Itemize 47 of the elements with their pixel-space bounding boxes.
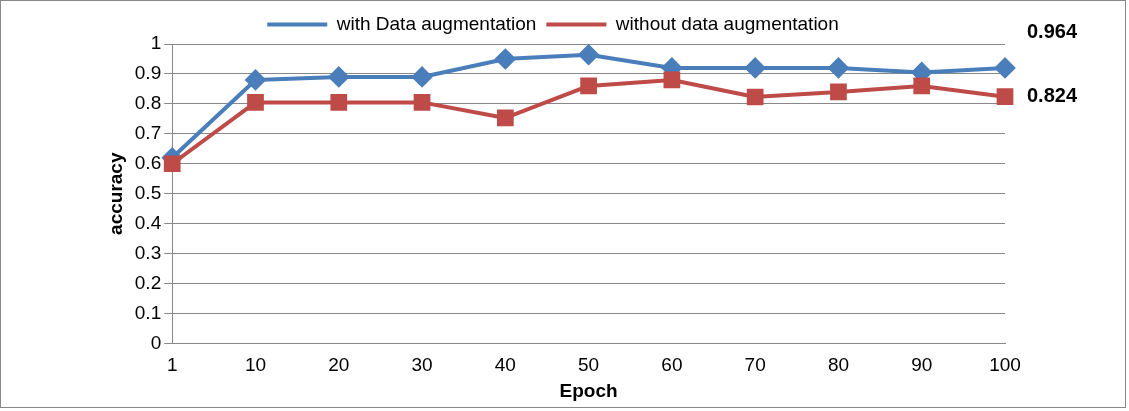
x-tick-label: 100 — [989, 354, 1021, 376]
y-tick-label: 0.9 — [134, 62, 162, 84]
point — [163, 155, 181, 173]
y-tick-label: 0.3 — [134, 241, 162, 263]
legend-label: without data augmentation — [614, 12, 839, 34]
x-tick-label: 70 — [744, 354, 766, 376]
y-axis-title: accuracy — [104, 152, 126, 235]
y-tick-label: 0.7 — [134, 122, 162, 144]
y-tick-label: 0 — [150, 331, 162, 353]
y-tick-label: 1 — [150, 32, 162, 54]
y-tick-label: 0.2 — [134, 271, 162, 293]
x-tick-label: 10 — [244, 354, 267, 376]
point — [413, 94, 431, 111]
y-tick-label: 0.8 — [134, 92, 162, 114]
x-tick-label: 20 — [328, 354, 350, 376]
point — [412, 66, 433, 87]
point — [495, 48, 516, 69]
point — [830, 83, 847, 101]
point — [580, 77, 597, 95]
point — [745, 57, 766, 78]
x-tick-label: 60 — [661, 354, 683, 376]
y-tick-label: 0.1 — [134, 301, 162, 323]
point — [995, 57, 1015, 78]
point — [663, 71, 681, 89]
y-tick-label: 0.5 — [134, 181, 162, 203]
x-tick-label: 90 — [911, 354, 933, 376]
point — [578, 44, 599, 65]
point — [996, 88, 1014, 106]
legend-label: with Data augmentation — [335, 12, 537, 34]
text: 0.824 — [1027, 84, 1078, 107]
y-tick-label: 0.6 — [134, 151, 162, 173]
y-tick-label: 0.4 — [134, 211, 162, 233]
x-tick-label: 80 — [827, 354, 850, 376]
x-tick-label: 30 — [411, 354, 433, 376]
x-tick-label: 50 — [578, 354, 600, 376]
point — [245, 69, 266, 90]
point — [746, 88, 764, 106]
point — [328, 66, 349, 87]
x-tick-label: 1 — [166, 354, 178, 376]
x-axis-title: Epoch — [559, 379, 618, 401]
point — [496, 109, 514, 127]
x-tick-label: 40 — [494, 354, 516, 376]
point — [913, 77, 931, 95]
point — [828, 57, 849, 78]
point — [247, 94, 264, 111]
text: 0.964 — [1027, 19, 1078, 42]
point — [330, 94, 348, 111]
